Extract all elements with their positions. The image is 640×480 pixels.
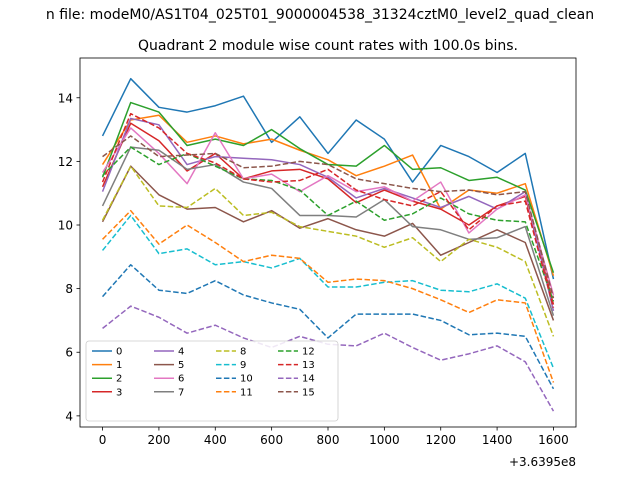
legend-label-5: 5: [178, 360, 184, 371]
series-line-11: [102, 209, 555, 383]
legend-label-2: 2: [116, 374, 122, 385]
x-tick-label: 200: [147, 433, 170, 447]
series-layer: [101, 77, 555, 412]
x-axis-offset-label: +3.6395e8: [509, 455, 576, 469]
series-line-6: [101, 127, 555, 296]
y-tick-label: 14: [58, 91, 73, 105]
y-axis: 4 6 8 10 12 14: [58, 91, 80, 423]
series-line-10: [101, 264, 555, 390]
series-line-15: [102, 135, 555, 299]
x-tick-label: 1400: [482, 433, 513, 447]
y-tick-label: 4: [65, 409, 73, 423]
legend-label-6: 6: [178, 374, 184, 385]
legend-label-12: 12: [302, 347, 315, 358]
series-line-2: [101, 101, 555, 273]
legend-label-4: 4: [178, 347, 184, 358]
y-tick-label: 8: [65, 282, 73, 296]
y-tick-label: 12: [58, 155, 73, 169]
legend-label-15: 15: [302, 387, 315, 398]
series-line-8: [101, 165, 555, 337]
x-tick-label: 1600: [538, 433, 569, 447]
legend-label-9: 9: [240, 360, 246, 371]
legend-label-11: 11: [240, 387, 253, 398]
series-line-9: [101, 214, 555, 369]
y-tick-label: 6: [65, 346, 73, 360]
chart-title: Quadrant 2 module wise count rates with …: [138, 38, 518, 54]
x-tick-label: 1200: [425, 433, 456, 447]
x-tick-label: 800: [317, 433, 340, 447]
legend-frame: [85, 340, 339, 422]
legend-label-7: 7: [178, 387, 184, 398]
legend-label-13: 13: [302, 360, 315, 371]
legend-label-3: 3: [116, 387, 122, 398]
series-line-0: [101, 77, 555, 280]
x-tick-label: 400: [204, 433, 227, 447]
x-tick-label: 0: [99, 433, 107, 447]
y-tick-label: 10: [58, 219, 73, 233]
series-line-4: [101, 117, 555, 312]
x-tick-label: 600: [260, 433, 283, 447]
legend-label-14: 14: [302, 374, 315, 385]
series-line-12: [102, 146, 555, 302]
series-line-3: [101, 122, 555, 305]
series-line-13: [101, 112, 555, 308]
figure-suptitle: n file: modeM0/AS1T04_025T01_9000004538_…: [46, 7, 594, 23]
legend-label-10: 10: [240, 374, 253, 385]
legend-label-1: 1: [116, 360, 122, 371]
legend-label-8: 8: [240, 347, 246, 358]
legend-label-0: 0: [116, 347, 122, 358]
x-tick-label: 1000: [369, 433, 400, 447]
x-axis: 0 200 400 600 800 1000 1200 1400 1600: [99, 427, 569, 447]
